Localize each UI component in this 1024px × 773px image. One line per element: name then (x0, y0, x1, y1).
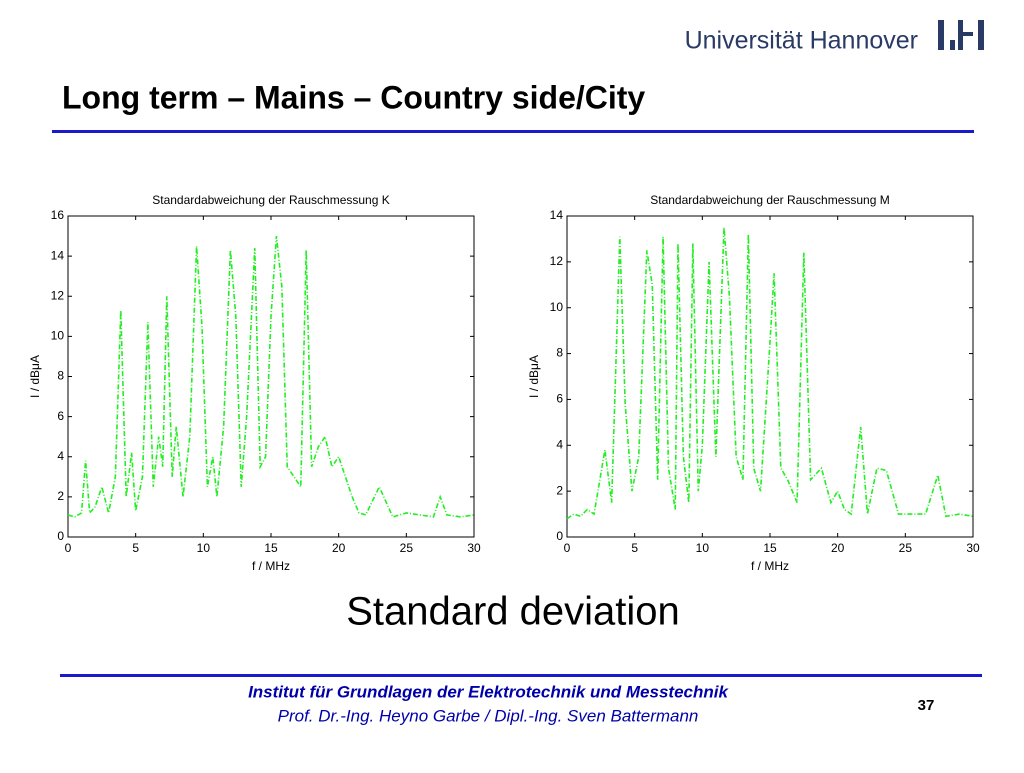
y-tick-label: 10 (550, 300, 564, 314)
plot-frame (566, 215, 974, 538)
x-tick-label: 15 (264, 541, 278, 555)
y-tick-label: 4 (556, 437, 563, 451)
y-tick-label: 6 (57, 409, 64, 423)
chart-title: Standardabweichung der Rauschmessung M (650, 193, 889, 207)
x-tick-label: 0 (564, 541, 571, 555)
footer-authors: Prof. Dr.-Ing. Heyno Garbe / Dipl.-Ing. … (278, 706, 699, 725)
x-tick-label: 0 (65, 541, 72, 555)
y-tick-label: 6 (556, 392, 563, 406)
y-tick-label: 2 (556, 483, 563, 497)
footer-institute: Institut für Grundlagen der Elektrotechn… (248, 682, 729, 701)
title-rule (52, 130, 974, 133)
data-line (566, 227, 974, 520)
y-tick-label: 0 (556, 529, 563, 543)
x-tick-label: 20 (831, 541, 845, 555)
y-tick-label: 12 (51, 288, 65, 302)
x-tick-label: 15 (763, 541, 777, 555)
x-tick-label: 10 (696, 541, 710, 555)
y-tick-label: 4 (57, 449, 64, 463)
x-tick-label: 30 (467, 541, 481, 555)
y-tick-label: 14 (550, 208, 564, 222)
x-tick-label: 20 (332, 541, 346, 555)
caption: Standard deviation (346, 590, 680, 634)
footer-rule (60, 674, 982, 677)
slide-title: Long term – Mains – Country side/City (62, 79, 645, 115)
x-tick-label: 10 (197, 541, 211, 555)
logo (938, 20, 984, 50)
university-name: Universität Hannover (685, 27, 918, 55)
x-tick-label: 25 (400, 541, 414, 555)
y-tick-label: 16 (51, 208, 65, 222)
plot-frame (67, 215, 475, 538)
y-tick-label: 8 (556, 346, 563, 360)
y-tick-label: 2 (57, 489, 64, 503)
y-tick-label: 0 (57, 529, 64, 543)
y-tick-label: 8 (57, 369, 64, 383)
x-axis-label: f / MHz (751, 559, 789, 573)
page-number: 37 (918, 697, 935, 714)
y-tick-label: 12 (550, 254, 564, 268)
y-tick-label: 10 (51, 329, 65, 343)
x-tick-label: 5 (631, 541, 638, 555)
data-line (67, 235, 475, 518)
x-axis-label: f / MHz (252, 559, 290, 573)
x-tick-label: 25 (899, 541, 913, 555)
chart-title: Standardabweichung der Rauschmessung K (152, 193, 389, 207)
x-tick-label: 30 (966, 541, 980, 555)
x-tick-label: 5 (132, 541, 139, 555)
y-tick-label: 14 (51, 248, 65, 262)
y-axis-label: I / dBμA (28, 355, 42, 398)
y-axis-label: I / dBμA (527, 355, 541, 398)
